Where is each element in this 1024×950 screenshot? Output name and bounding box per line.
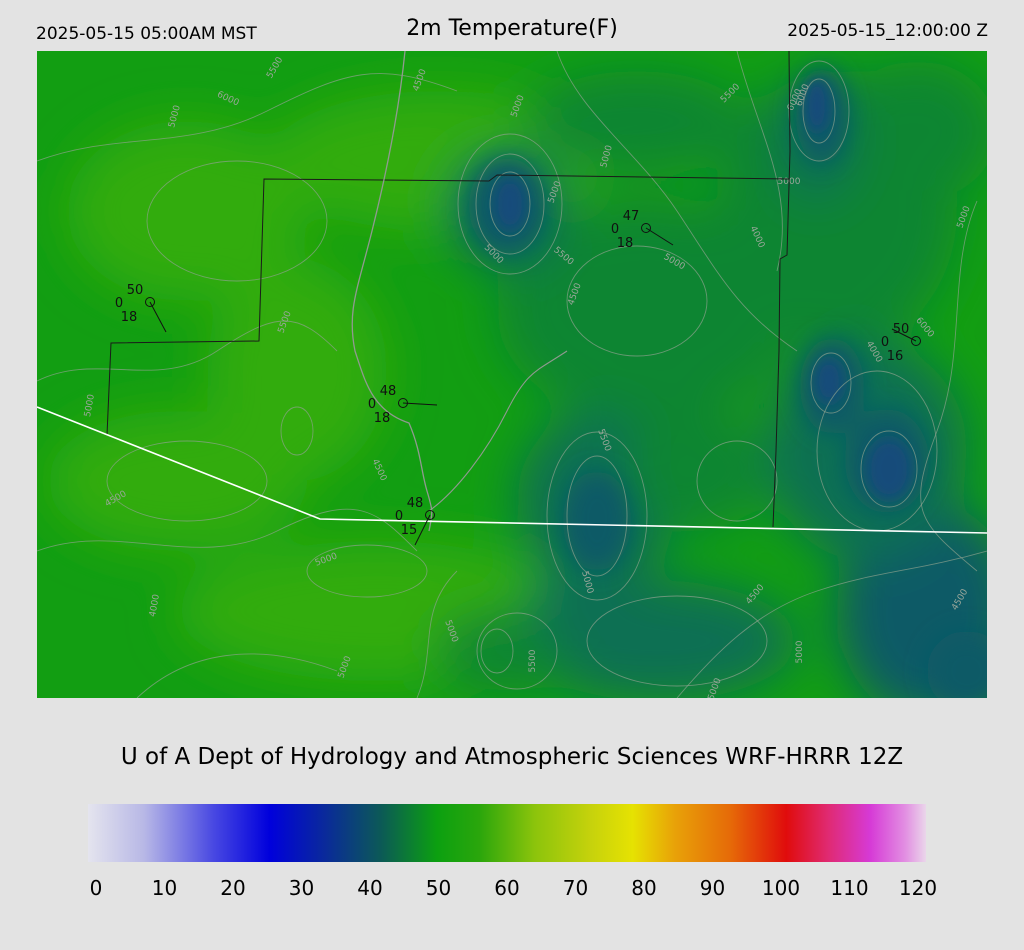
wind-barb bbox=[149, 301, 167, 333]
temperature-map[interactable]: 5500 6000 5000 4500 5000 5500 6000 5000 5000 5500… bbox=[37, 51, 987, 698]
color-scale-tick-label: 100 bbox=[761, 876, 801, 900]
station-dewpoint: 0 bbox=[115, 296, 123, 311]
station-plot[interactable]: 50 018 bbox=[115, 283, 167, 333]
contour-label: 4000 bbox=[148, 593, 162, 618]
river-line bbox=[351, 51, 433, 532]
color-scale-gradient bbox=[88, 804, 926, 862]
station-temp: 50 bbox=[127, 283, 144, 298]
color-scale-tick-label: 30 bbox=[288, 876, 315, 900]
color-scale-tick-label: 0 bbox=[89, 876, 103, 900]
station-circle bbox=[425, 510, 435, 520]
color-scale-tick-label: 70 bbox=[562, 876, 589, 900]
color-scale-tick-label: 90 bbox=[699, 876, 726, 900]
station-temp: 48 bbox=[380, 384, 397, 399]
color-scale-tick-label: 10 bbox=[151, 876, 178, 900]
station-dewpoint: 0 bbox=[368, 397, 376, 412]
state-border-line bbox=[37, 406, 987, 534]
station-wind: 18 bbox=[121, 310, 138, 325]
wind-barb bbox=[414, 514, 431, 546]
station-circle bbox=[398, 398, 408, 408]
wind-barb bbox=[402, 402, 438, 406]
road-line bbox=[428, 350, 568, 512]
color-scale-tick-label: 60 bbox=[494, 876, 520, 900]
station-plot[interactable]: 48 018 bbox=[368, 384, 438, 426]
station-dewpoint: 0 bbox=[611, 222, 619, 237]
station-dewpoint: 0 bbox=[881, 335, 889, 350]
station-circle bbox=[911, 336, 921, 346]
contour-label: 5500 bbox=[528, 649, 538, 672]
color-scale-tick-label: 80 bbox=[631, 876, 657, 900]
station-wind: 15 bbox=[401, 523, 418, 538]
color-scale-tick-label: 110 bbox=[830, 876, 869, 900]
station-wind: 18 bbox=[617, 236, 634, 251]
station-plot[interactable]: 48 015 bbox=[395, 496, 435, 546]
temperature-field bbox=[37, 51, 987, 698]
station-plot[interactable]: 50 016 bbox=[881, 322, 921, 364]
wind-barb bbox=[645, 227, 674, 246]
station-temp: 47 bbox=[623, 209, 640, 224]
station-wind: 16 bbox=[887, 349, 904, 364]
boundary-lines bbox=[37, 51, 987, 534]
local-time-label: 2025-05-15 05:00AM MST bbox=[36, 24, 257, 44]
county-line-east bbox=[772, 51, 791, 528]
station-dewpoint: 0 bbox=[395, 509, 403, 524]
station-wind: 18 bbox=[374, 411, 391, 426]
contour-label: 5000 bbox=[83, 393, 97, 418]
credit-line: U of A Dept of Hydrology and Atmospheric… bbox=[120, 744, 904, 770]
color-scale-ticks: 0 10 20 30 40 50 60 70 80 90 100 110 120 bbox=[0, 876, 1024, 902]
station-circle bbox=[641, 223, 651, 233]
station-temp: 48 bbox=[407, 496, 424, 511]
station-plot[interactable]: 47 018 bbox=[611, 209, 674, 251]
station-circle bbox=[145, 297, 155, 307]
color-scale-tick-label: 20 bbox=[220, 876, 246, 900]
color-scale-tick-label: 50 bbox=[425, 876, 452, 900]
map-title: 2m Temperature(F) bbox=[406, 16, 618, 41]
contour-label: 5000 bbox=[795, 640, 805, 663]
color-scale-tick-label: 40 bbox=[357, 876, 383, 900]
color-scale-tick-label: 120 bbox=[898, 876, 938, 900]
station-temp: 50 bbox=[893, 322, 910, 337]
county-line-north bbox=[106, 174, 790, 436]
valid-time-label: 2025-05-15_12:00:00 Z bbox=[787, 21, 988, 41]
color-scale-bar bbox=[88, 804, 926, 862]
